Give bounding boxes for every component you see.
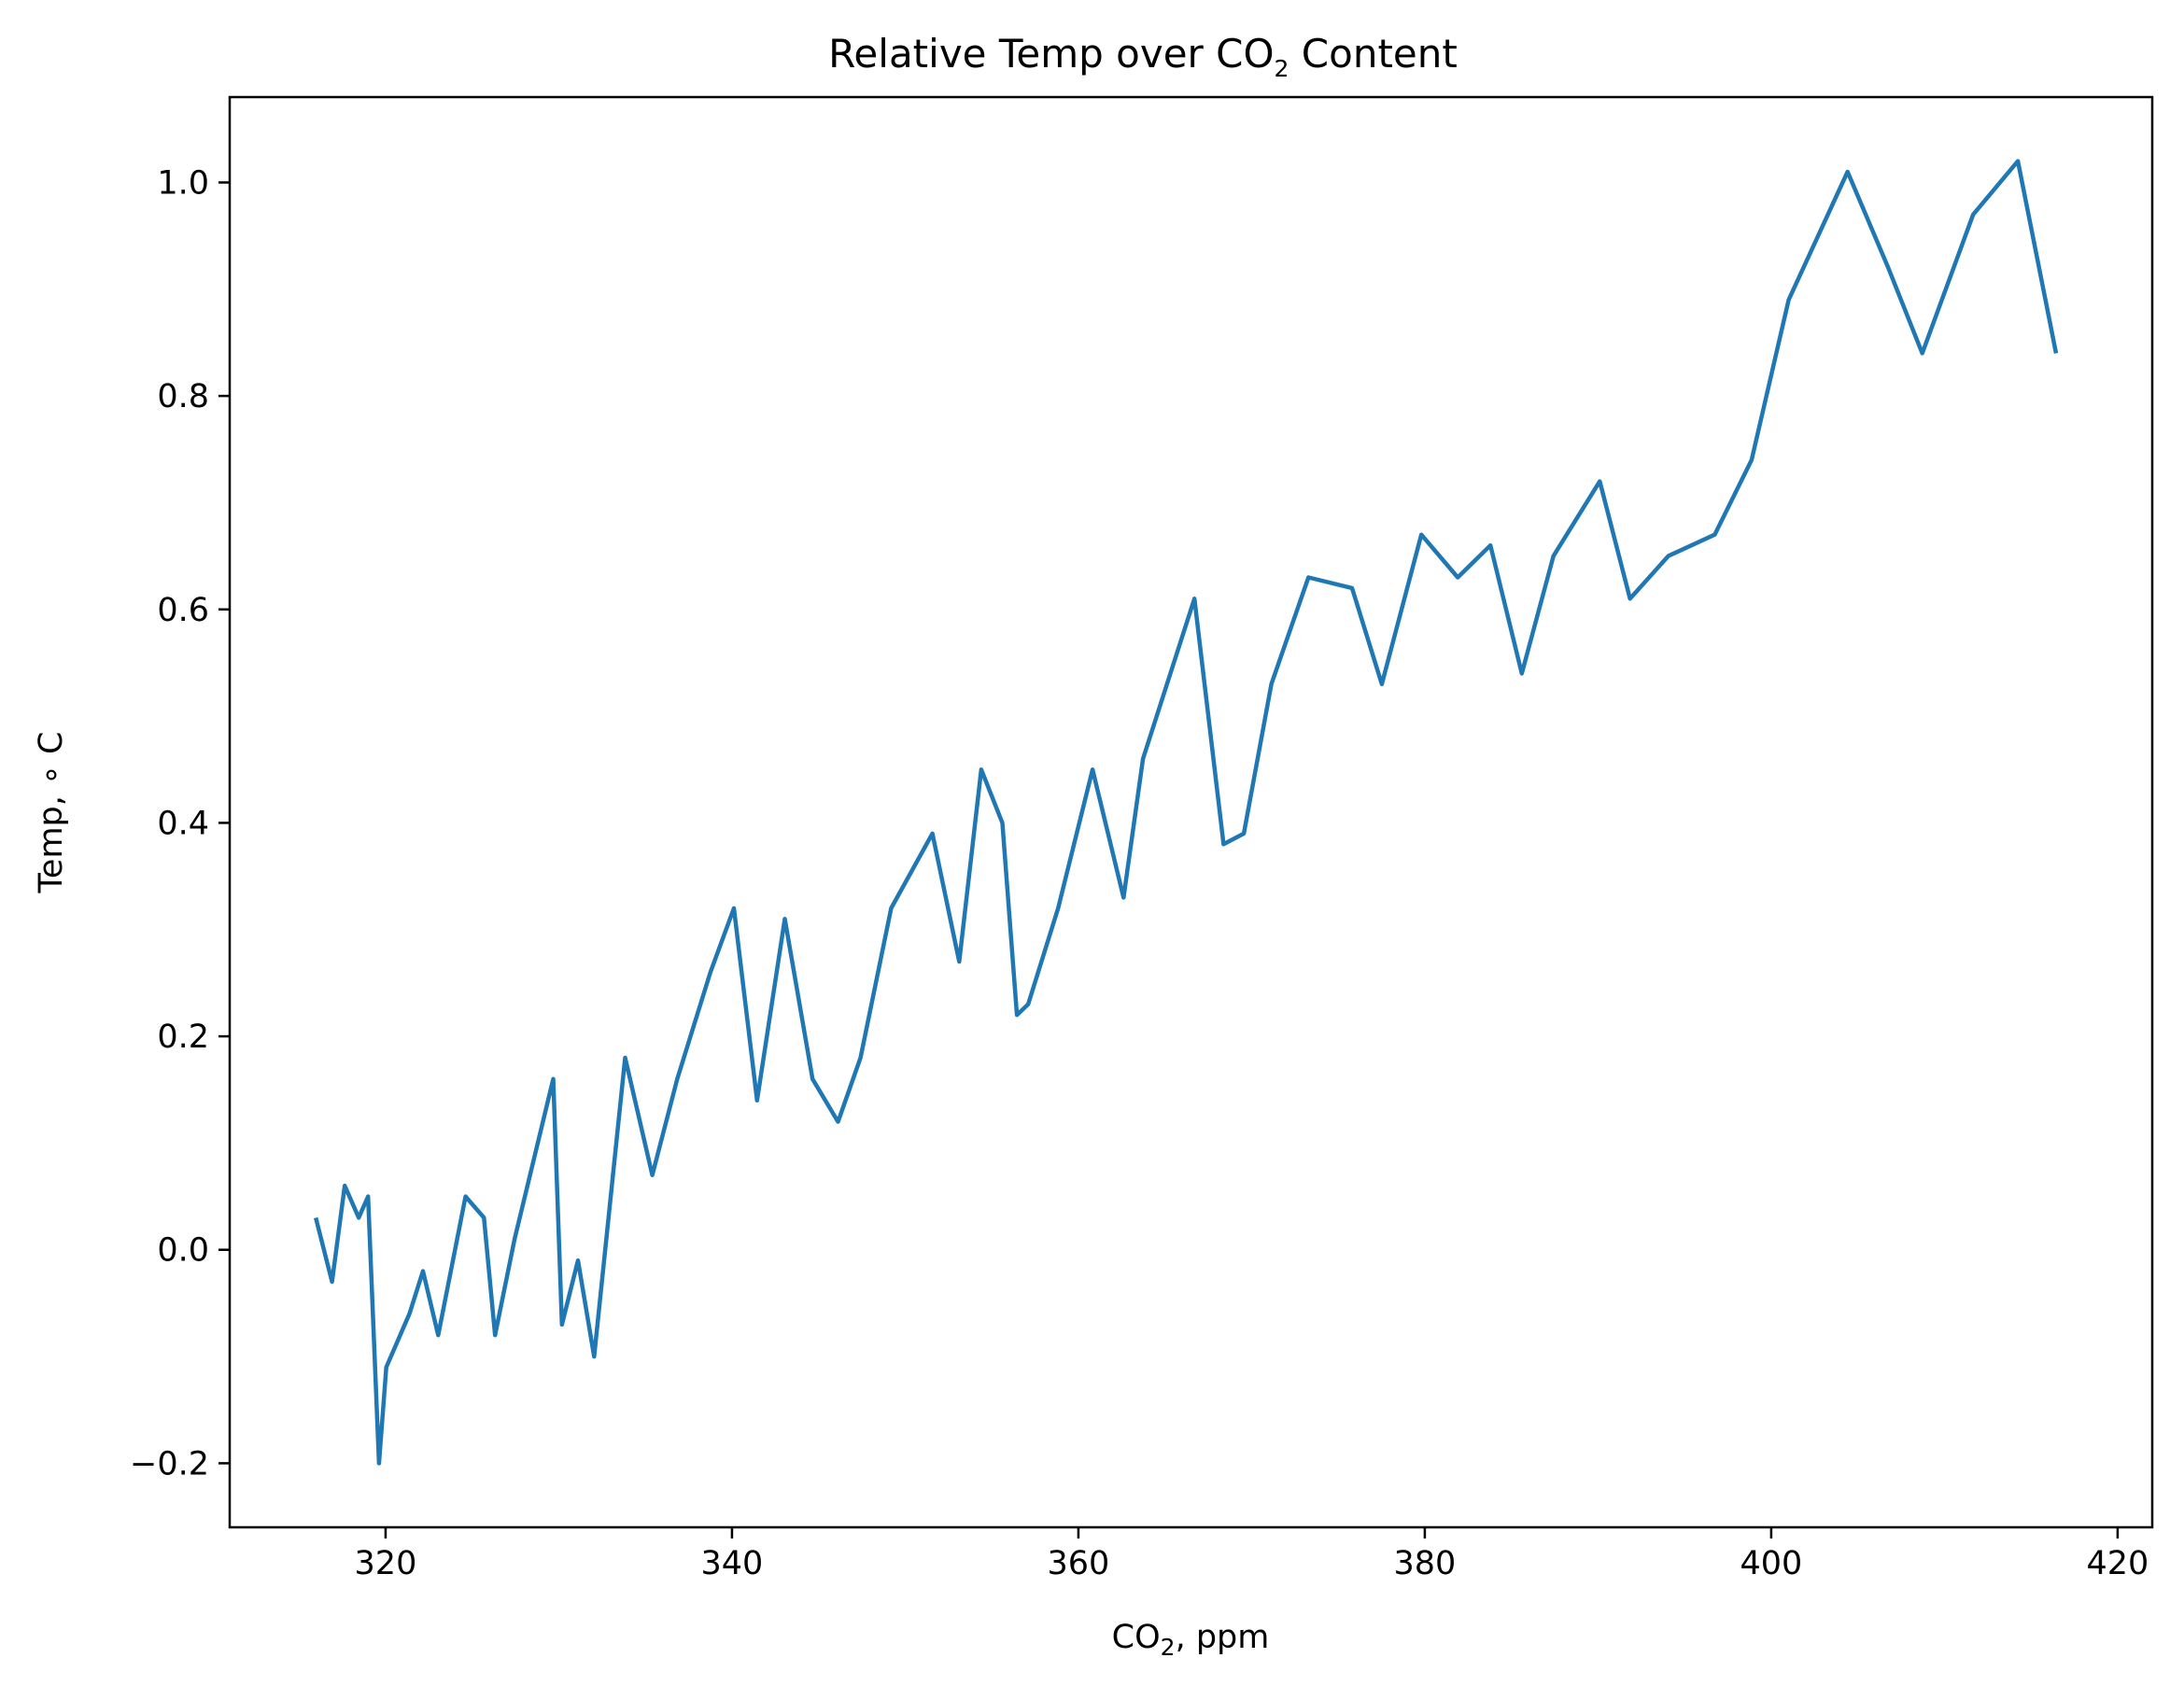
y-axis-ticks: −0.2 0.0 0.2 0.4 0.6 0.8 1.0 bbox=[130, 164, 230, 1482]
x-tick-label: 320 bbox=[355, 1545, 417, 1582]
x-tick-label: 340 bbox=[701, 1545, 764, 1582]
x-tick-label: 420 bbox=[2086, 1545, 2149, 1582]
x-tick-label: 400 bbox=[1740, 1545, 1803, 1582]
y-tick-label: 0.6 bbox=[157, 592, 209, 629]
plot-frame bbox=[228, 95, 2154, 1529]
y-axis-label: Temp, ∘ C bbox=[33, 731, 70, 893]
x-axis-label: CO2, ppm bbox=[1112, 1619, 1270, 1661]
y-tick-label: 0.8 bbox=[157, 378, 209, 415]
y-tick-label: −0.2 bbox=[130, 1445, 209, 1482]
x-axis-ticks: 320 340 360 380 400 420 bbox=[355, 1527, 2149, 1582]
y-tick-label: 0.4 bbox=[157, 805, 209, 842]
temperature-series-line bbox=[314, 159, 2059, 1466]
y-tick-label: 1.0 bbox=[157, 164, 209, 202]
chart-title: Relative Temp over CO2 Content bbox=[828, 31, 1458, 82]
y-tick-label: 0.2 bbox=[157, 1019, 209, 1056]
x-tick-label: 360 bbox=[1048, 1545, 1110, 1582]
y-tick-label: 0.0 bbox=[157, 1232, 209, 1270]
x-tick-label: 380 bbox=[1394, 1545, 1457, 1582]
